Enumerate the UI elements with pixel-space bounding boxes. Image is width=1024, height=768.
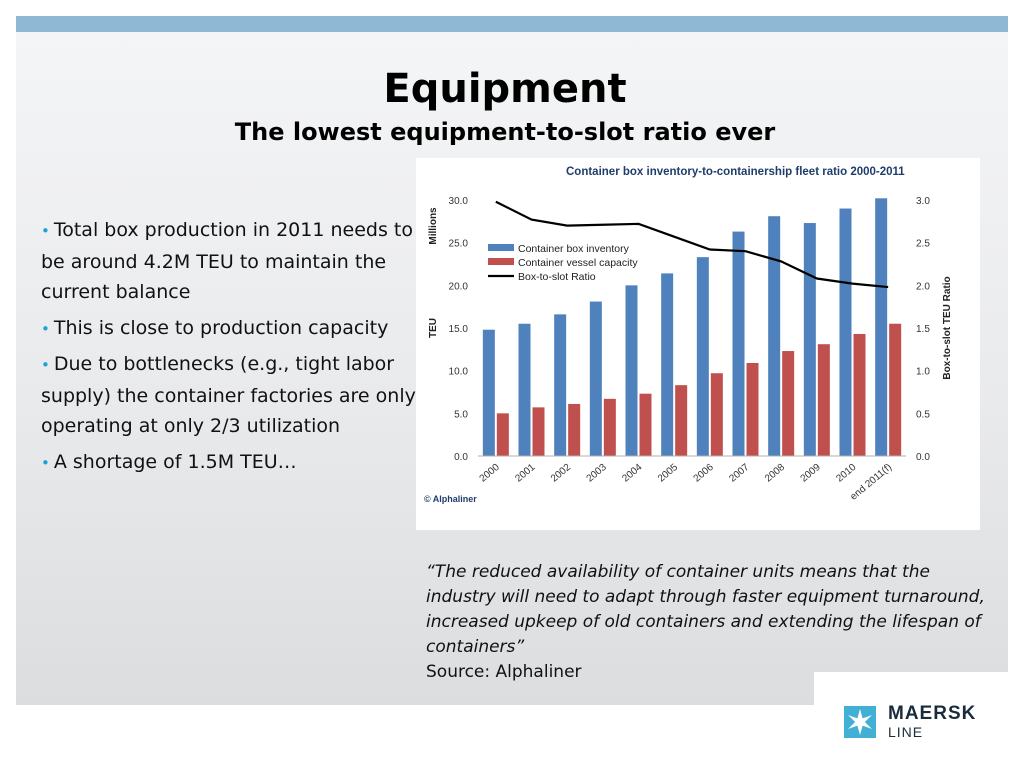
inventory-bar (768, 216, 781, 456)
inventory-bar (625, 285, 638, 456)
x-tick-label: 2006 (692, 462, 716, 485)
capacity-bar (710, 373, 723, 456)
y2-tick-label: 2.0 (916, 281, 930, 292)
x-tick-label: 2008 (763, 462, 787, 485)
fleet-ratio-chart: Container box inventory-to-containership… (424, 166, 953, 504)
x-tick-label: 2002 (549, 462, 573, 485)
left-axis-ticks: 0.0 5.0 10.0 15.0 20.0 25.0 30.0 (449, 196, 469, 463)
y-tick-label: 10.0 (449, 367, 469, 378)
inventory-bar (554, 314, 567, 456)
right-axis-ticks: 0.0 0.5 1.0 1.5 2.0 2.5 3.0 (916, 196, 930, 463)
y2-tick-label: 0.5 (916, 409, 930, 420)
bullet-dot-icon: • (41, 222, 50, 240)
legend-label: Container box inventory (518, 243, 630, 255)
capacity-bar (746, 362, 759, 456)
legend-swatch (488, 244, 514, 251)
maersk-logo: MAERSK LINE (814, 672, 1024, 768)
slide-title: Equipment (383, 66, 627, 112)
bullet-text: Total box production in 2011 needs to be… (41, 219, 413, 303)
legend-label: Box-to-slot Ratio (518, 271, 596, 283)
quote-text: “The reduced availability of container u… (426, 562, 985, 657)
inventory-bar (482, 329, 495, 456)
capacity-bar (639, 393, 652, 456)
logo-line: LINE (888, 724, 924, 740)
bullet-list: • Total box production in 2011 needs to b… (41, 215, 419, 483)
y-tick-label: 30.0 (449, 196, 469, 207)
inventory-bar (875, 198, 888, 456)
inventory-bar (518, 323, 531, 456)
y-axis-label: TEU (428, 318, 439, 338)
bullet-item: • A shortage of 1.5M TEU… (41, 447, 419, 479)
star-icon (844, 706, 876, 738)
inventory-bar (803, 223, 816, 456)
x-tick-label: 2005 (656, 462, 680, 485)
y2-tick-label: 1.5 (916, 324, 930, 335)
capacity-bar (675, 385, 688, 456)
capacity-bar (603, 398, 616, 456)
chart-panel: Container box inventory-to-containership… (416, 158, 980, 530)
category-ticks: 2000 2001 2002 2003 2004 2005 2006 2007 2008 2009… (478, 462, 894, 503)
y-tick-label: 15.0 (449, 324, 469, 335)
x-tick-label: 2001 (513, 462, 537, 485)
y2-tick-label: 1.0 (916, 367, 930, 378)
chart-legend: Container box inventory Container vessel … (488, 243, 638, 283)
legend-label: Container vessel capacity (518, 257, 638, 269)
inventory-bar (589, 301, 602, 456)
top-accent-bar (16, 16, 1008, 32)
ratio-line-group (495, 200, 889, 289)
capacity-bar (853, 333, 866, 456)
capacity-bar (496, 413, 509, 456)
chart-credit: © Alphaliner (424, 494, 477, 504)
capacity-bar (568, 403, 581, 456)
y2-axis-label: Box-to-slot TEU Ratio (942, 276, 953, 379)
y2-tick-label: 2.5 (916, 239, 930, 250)
bullet-item: • This is close to production capacity (41, 313, 419, 345)
y2-tick-label: 0.0 (916, 452, 930, 463)
bullet-text: This is close to production capacity (53, 316, 389, 339)
quote-block: “The reduced availability of container u… (426, 560, 986, 685)
bullet-text: Due to bottlenecks (e.g., tight labor su… (41, 353, 416, 437)
y-tick-label: 20.0 (449, 281, 469, 292)
x-tick-label: 2009 (799, 462, 823, 485)
capacity-bar (532, 407, 545, 456)
bullet-item: • Total box production in 2011 needs to b… (41, 215, 419, 308)
inventory-bar (732, 231, 745, 456)
y-tick-label: 25.0 (449, 239, 469, 250)
inventory-bar (696, 257, 709, 456)
y-axis-unit: Millions (428, 207, 439, 245)
slide-subtitle: The lowest equipment-to-slot ratio ever (234, 118, 776, 146)
capacity-bar (889, 323, 902, 456)
ratio-line (495, 200, 889, 289)
capacity-bar (817, 344, 830, 456)
x-tick-label: 2004 (620, 462, 644, 485)
bullet-dot-icon: • (41, 319, 50, 338)
y-tick-label: 0.0 (454, 452, 468, 463)
legend-swatch (488, 258, 514, 265)
x-tick-label: 2007 (727, 462, 751, 485)
bullet-item: • Due to bottlenecks (e.g., tight labor s… (41, 349, 419, 442)
x-tick-label: 2010 (834, 462, 858, 485)
bullet-dot-icon: • (41, 453, 50, 472)
capacity-bar (782, 351, 795, 456)
y-tick-label: 5.0 (454, 409, 468, 420)
bars (482, 198, 902, 456)
x-tick-label: 2000 (478, 462, 502, 485)
inventory-bar (839, 208, 852, 456)
bullet-dot-icon: • (41, 356, 50, 374)
y2-tick-label: 3.0 (916, 196, 930, 207)
bullet-text: A shortage of 1.5M TEU… (53, 450, 297, 473)
logo-name: MAERSK (888, 703, 977, 724)
inventory-bar (661, 273, 674, 456)
quote-source: Source: Alphaliner (426, 662, 582, 682)
chart-title: Container box inventory-to-containership… (566, 166, 905, 178)
x-tick-label: 2003 (585, 462, 609, 485)
